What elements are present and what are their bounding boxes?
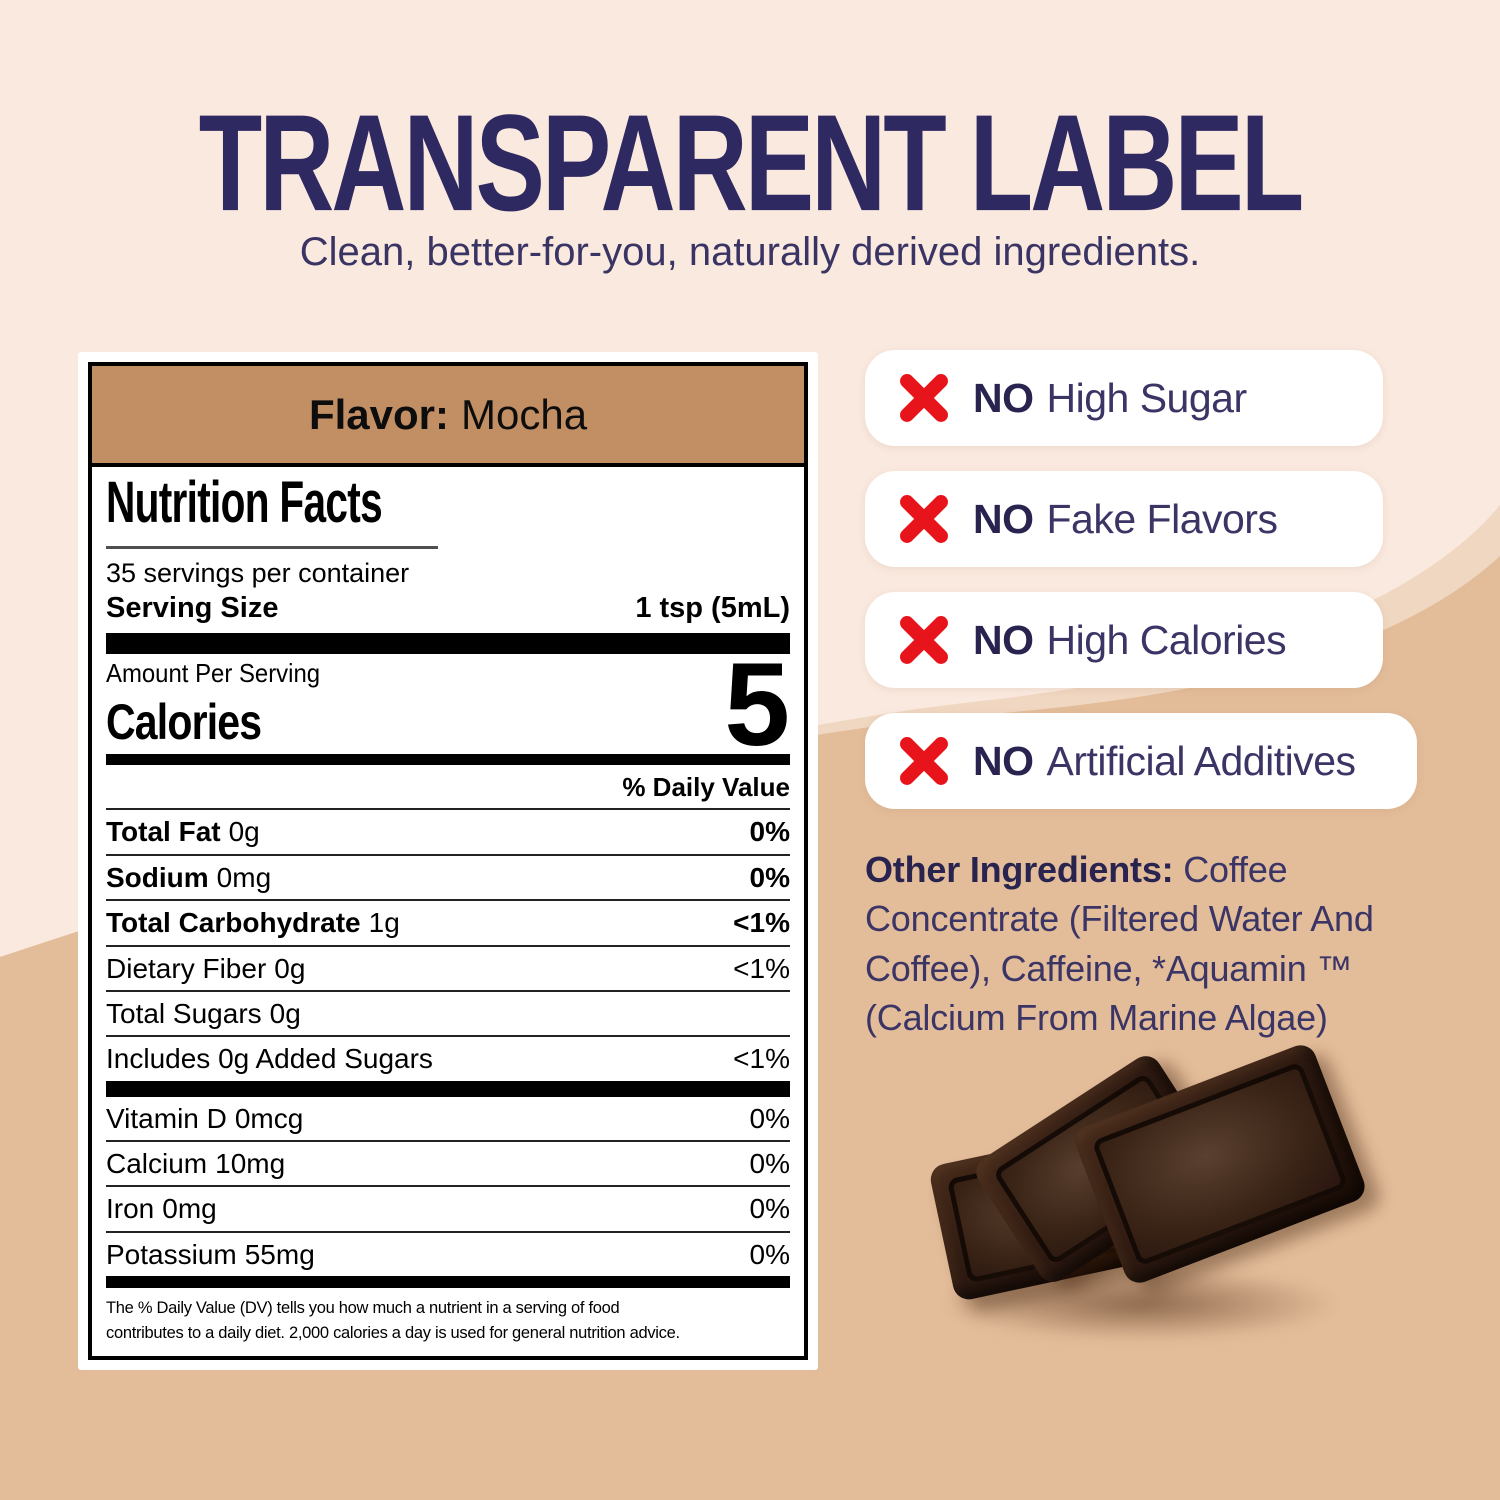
nutrient-dv: <1%: [733, 1043, 790, 1075]
nutrient-name: Sodium: [106, 861, 209, 893]
thick-bar: [106, 633, 790, 655]
title-divider: [106, 546, 438, 550]
nutrient-amount: 0g: [274, 952, 306, 984]
nutrient-amount: 10mg: [215, 1148, 286, 1179]
nutrient-amount: 0mcg: [234, 1102, 304, 1134]
nutrient-amount: 1g: [368, 907, 400, 939]
claim-label: Fake Flavors: [1046, 495, 1278, 542]
claim-no-label: NO: [973, 616, 1034, 663]
serving-size-label: Serving Size: [106, 592, 279, 625]
claim-text: NO High Calories: [973, 616, 1287, 664]
claim-pill-no-high-calories: NO High Calories: [865, 592, 1383, 688]
daily-value-header: % Daily Value: [622, 772, 790, 803]
nutrient-dv: <1%: [733, 907, 790, 939]
claim-no-label: NO: [973, 737, 1034, 784]
x-icon: [897, 734, 951, 788]
nutrient-row-vitamin-d: Vitamin D 0mcg 0%: [106, 1097, 790, 1140]
x-icon: [897, 492, 951, 546]
claim-label: High Sugar: [1046, 374, 1248, 421]
nutrient-dv: 0%: [749, 861, 790, 893]
other-ingredients-text: Coffee Concentrate (Filtered Water And C…: [865, 849, 1374, 1038]
nutrient-name: Total Fat: [106, 816, 221, 848]
claim-pill-no-fake-flavors: NO Fake Flavors: [865, 471, 1383, 567]
chocolate-pieces-illustration: [927, 1040, 1370, 1355]
nutrient-name: Iron: [106, 1193, 155, 1225]
x-icon: [897, 613, 951, 667]
footnote-line-1: The % Daily Value (DV) tells you how muc…: [106, 1299, 620, 1318]
page-subtitle: Clean, better-for-you, naturally derived…: [299, 230, 1201, 274]
thick-bar: [106, 1276, 790, 1289]
nutrition-facts-border: Flavor: Mocha Nutrition Facts 35 serving…: [88, 362, 808, 1360]
nutrient-row-dietary-fiber: Dietary Fiber 0g <1%: [106, 944, 790, 990]
thick-bar: [106, 1080, 790, 1097]
claim-text: NO Fake Flavors: [973, 495, 1278, 543]
x-icon: [897, 371, 951, 425]
page-title: TRANSPARENT LABEL: [198, 87, 1305, 241]
nutrient-name: Total Carbohydrate: [106, 907, 361, 939]
nutrient-dv: <1%: [733, 952, 790, 984]
calories-left: Amount Per Serving Calories: [106, 658, 339, 751]
medium-bar: [106, 754, 790, 766]
nutrient-row-added-sugars: Includes 0g Added Sugars <1%: [106, 1035, 790, 1080]
nutrient-dv: 0%: [749, 816, 790, 848]
flavor-value: Mocha: [460, 390, 588, 438]
nutrient-name: Dietary Fiber: [106, 952, 267, 984]
nutrient-amount: 0mg: [216, 861, 272, 893]
calories-block: Amount Per Serving Calories 5: [106, 639, 790, 772]
flavor-band: Flavor: Mocha: [92, 366, 804, 467]
nutrient-amount: 55mg: [244, 1238, 315, 1270]
other-ingredients-label: Other Ingredients:: [865, 849, 1174, 890]
nutrient-amount: 0g: [228, 816, 260, 848]
claim-text: NO High Sugar: [973, 375, 1247, 422]
nutrient-name: Includes 0g Added Sugars: [106, 1043, 433, 1075]
nutrient-amount: 0mg: [162, 1193, 217, 1225]
nutrient-dv: 0%: [749, 1148, 790, 1179]
daily-value-footnote: The % Daily Value (DV) tells you how muc…: [106, 1288, 790, 1356]
nutrient-dv: 0%: [749, 1238, 790, 1270]
amount-per-serving-label: Amount Per Serving: [106, 658, 321, 689]
nutrient-name: Potassium: [106, 1238, 237, 1270]
claim-no-label: NO: [973, 495, 1034, 542]
claim-label: High Calories: [1046, 616, 1287, 663]
nutrient-dv: 0%: [749, 1193, 790, 1225]
nutrient-row-total-carbohydrate: Total Carbohydrate 1g <1%: [106, 899, 790, 944]
serving-size-row: Serving Size 1 tsp (5mL): [106, 592, 790, 625]
footnote-line-2: contributes to a daily diet. 2,000 calor…: [106, 1323, 680, 1342]
nutrition-facts-title: Nutrition Facts: [106, 470, 383, 535]
serving-size-value: 1 tsp (5mL): [635, 592, 790, 625]
nutrition-facts-content: Nutrition Facts 35 servings per containe…: [92, 467, 804, 1356]
calories-value: 5: [724, 639, 790, 772]
claim-pill-no-high-sugar: NO High Sugar: [865, 350, 1383, 446]
other-ingredients: Other Ingredients: Coffee Concentrate (F…: [865, 845, 1445, 1042]
nutrient-row-potassium: Potassium 55mg 0%: [106, 1230, 790, 1276]
nutrient-name: Total Sugars: [106, 997, 262, 1029]
nutrient-name: Calcium: [106, 1148, 208, 1179]
claim-pill-no-artificial-additives: NO Artificial Additives: [865, 713, 1417, 809]
nutrient-row-calcium: Calcium 10mg 0%: [106, 1140, 790, 1185]
claim-no-label: NO: [973, 374, 1034, 421]
calories-label: Calories: [106, 694, 262, 751]
nutrition-facts-card: Flavor: Mocha Nutrition Facts 35 serving…: [78, 352, 818, 1370]
nutrient-row-sodium: Sodium 0mg 0%: [106, 853, 790, 899]
claim-text: NO Artificial Additives: [973, 738, 1356, 785]
flavor-label: Flavor:: [308, 390, 449, 438]
nutrient-row-total-fat: Total Fat 0g 0%: [106, 808, 790, 853]
nutrient-amount: 0g: [269, 997, 301, 1029]
nutrient-row-iron: Iron 0mg 0%: [106, 1185, 790, 1230]
nutrient-name: Vitamin D: [106, 1102, 227, 1134]
claims-list: NO High Sugar NO Fake Flavors NO High Calor…: [865, 350, 1417, 834]
claim-label: Artificial Additives: [1046, 737, 1357, 784]
nutrient-row-total-sugars: Total Sugars 0g: [106, 989, 790, 1035]
nutrient-dv: 0%: [749, 1102, 790, 1134]
servings-per-container: 35 servings per container: [106, 558, 410, 589]
